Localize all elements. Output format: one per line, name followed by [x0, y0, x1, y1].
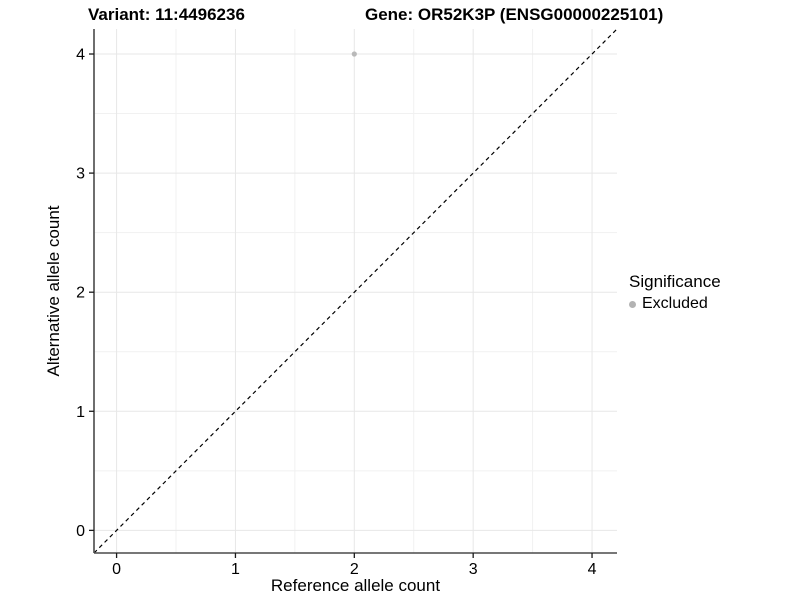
- x-tick-label: 4: [588, 561, 597, 578]
- y-axis-title: Alternative allele count: [44, 205, 63, 377]
- y-tick-label: 1: [76, 404, 85, 421]
- y-tick-label: 3: [76, 166, 85, 183]
- plot-title-variant: Variant: 11:4496236: [88, 5, 245, 24]
- plot-title-gene: Gene: OR52K3P (ENSG00000225101): [365, 5, 664, 24]
- y-tick-label: 4: [76, 47, 85, 64]
- data-point: [351, 51, 357, 57]
- x-tick-label: 1: [231, 561, 240, 578]
- x-tick-label: 0: [112, 561, 121, 578]
- legend-point-marker-icon: [629, 300, 636, 308]
- legend-item-label: Excluded: [642, 295, 708, 312]
- legend-item: Excluded: [629, 295, 721, 313]
- x-tick-label: 3: [469, 561, 478, 578]
- x-axis-title: Reference allele count: [270, 576, 441, 595]
- legend-title: Significance: [629, 272, 721, 291]
- y-tick-label: 2: [76, 285, 85, 302]
- y-tick-label: 0: [76, 523, 85, 540]
- identity-reference-line: [93, 28, 618, 554]
- legend: Significance Excluded: [629, 272, 721, 313]
- x-tick-label: 2: [350, 561, 359, 578]
